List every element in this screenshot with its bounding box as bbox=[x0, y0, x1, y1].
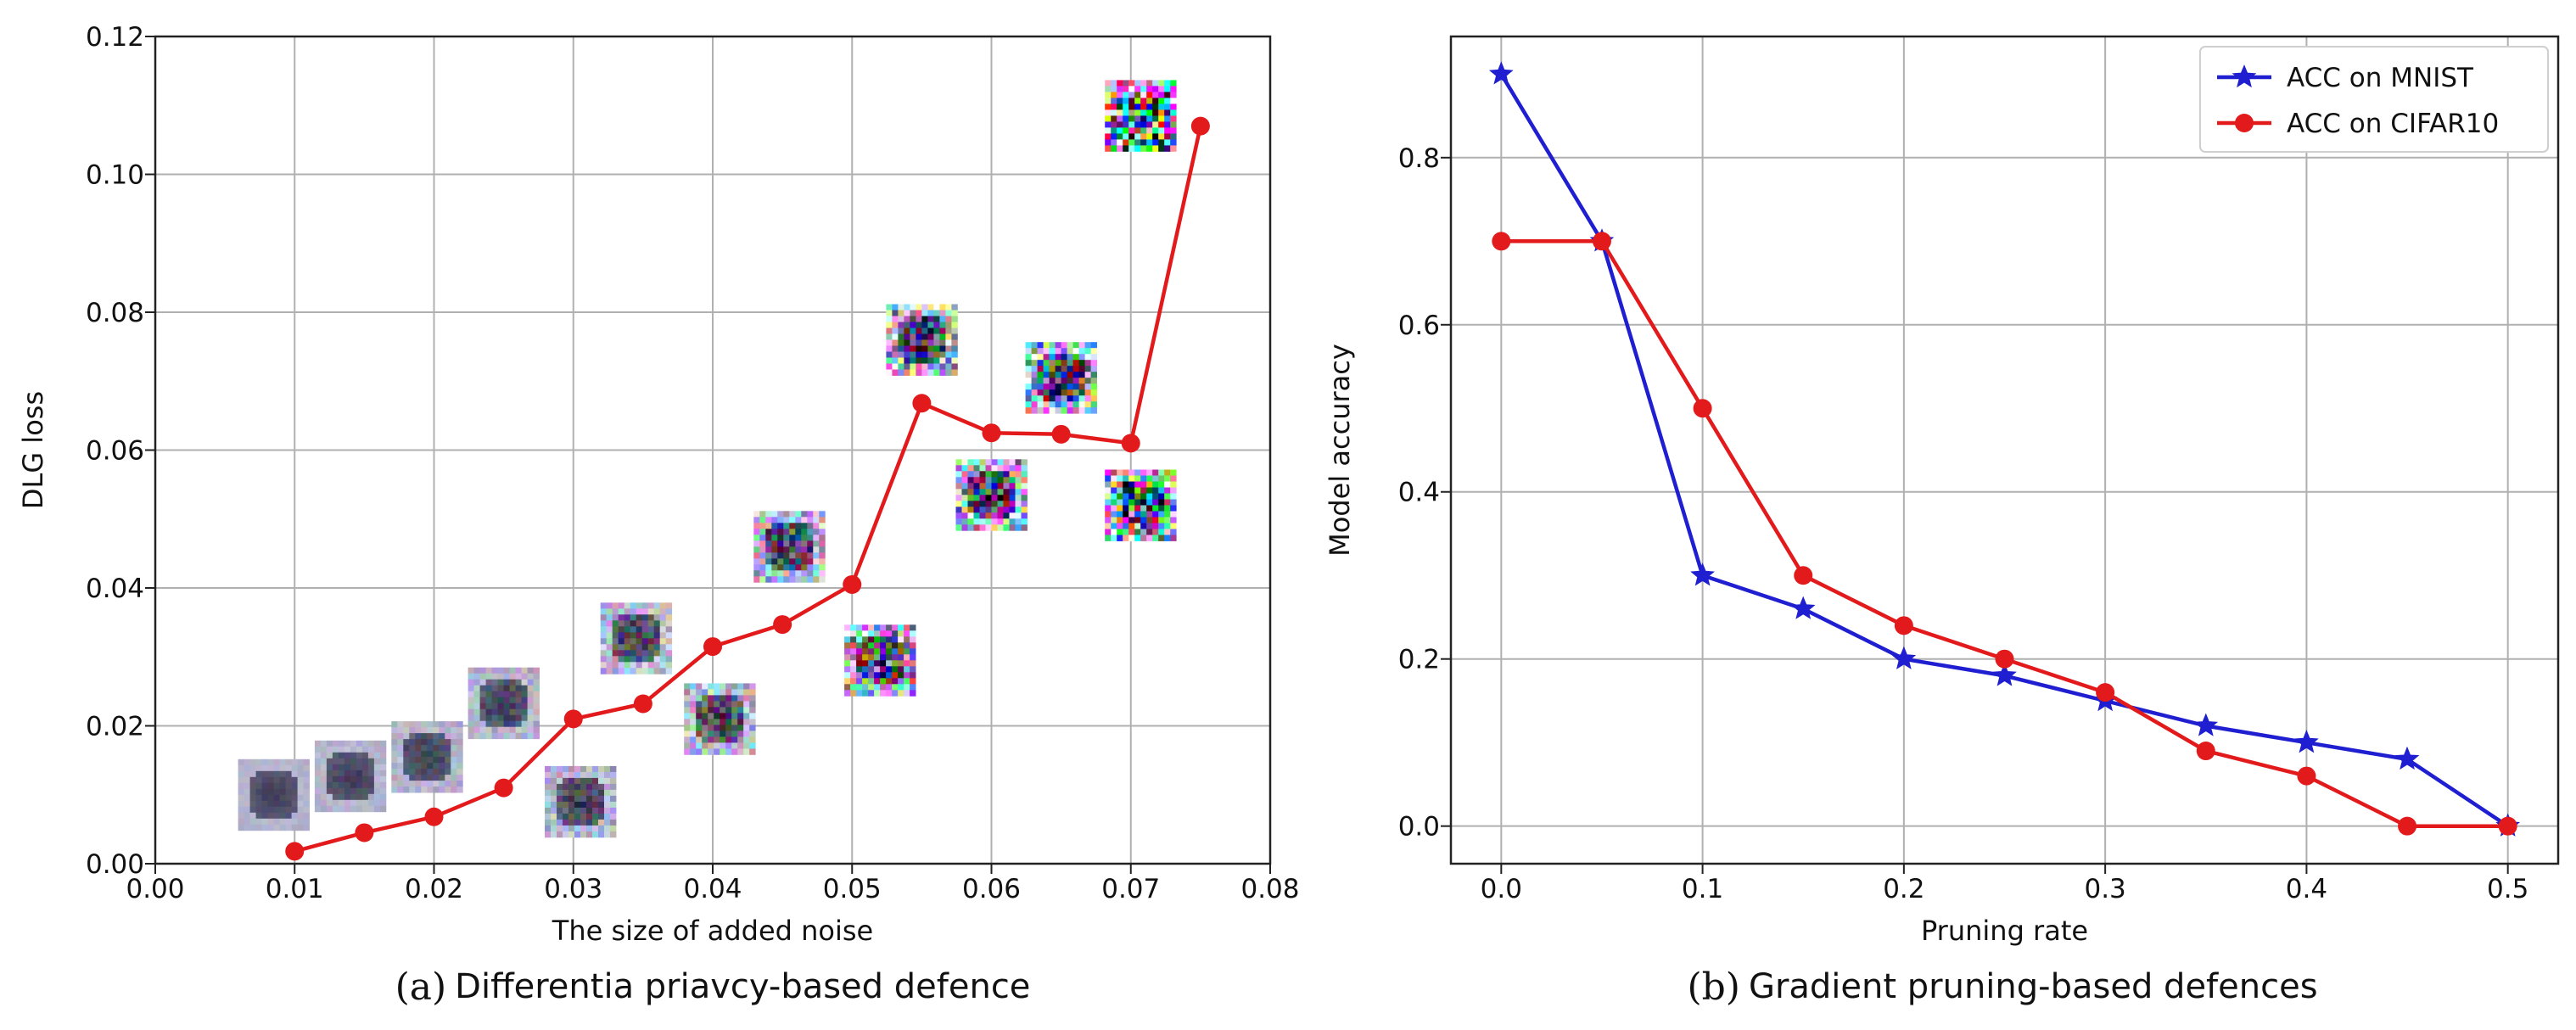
x-tick-label: 0.07 bbox=[1101, 874, 1160, 904]
chart-b-gradient-pruning: 0.0 0.1 0.2 0.3 0.4 0.5 0.0 0.2 0.4 0.6 0.8 Pruning… bbox=[1324, 35, 2560, 947]
data-point bbox=[355, 823, 374, 842]
data-point bbox=[1790, 596, 1816, 619]
chart-a-differential-privacy: 0.00 0.01 0.02 0.03 0.04 0.05 0.06 0.07 0.08 0.00… bbox=[17, 22, 1300, 947]
x-tick-label: 0.04 bbox=[683, 874, 742, 904]
data-point bbox=[2398, 816, 2417, 836]
legend-label: ACC on MNIST bbox=[2287, 63, 2474, 93]
x-tick-label: 0.5 bbox=[2487, 874, 2528, 904]
y-tick-label: 0.10 bbox=[86, 160, 144, 191]
x-tick-label: 0.02 bbox=[405, 874, 463, 904]
legend-marker bbox=[2232, 64, 2257, 88]
y-tick-label: 0.2 bbox=[1398, 645, 1440, 675]
data-point bbox=[1190, 116, 1210, 136]
caption-a-tag: (a) bbox=[395, 965, 447, 1009]
data-point bbox=[1794, 566, 1813, 585]
y-tick-label: 0.06 bbox=[86, 436, 144, 467]
x-tick-label: 0.00 bbox=[126, 874, 184, 904]
data-point bbox=[424, 807, 444, 826]
x-tick-label: 0.01 bbox=[266, 874, 324, 904]
y-tick-label: 0.0 bbox=[1398, 812, 1440, 842]
data-point bbox=[1992, 663, 2017, 686]
reconstructed-image-thumbnail bbox=[468, 667, 540, 740]
caption-b-tag: (b) bbox=[1687, 965, 1740, 1009]
legend-marker bbox=[2235, 114, 2254, 132]
data-point bbox=[494, 778, 513, 798]
legend-label: ACC on CIFAR10 bbox=[2287, 109, 2499, 139]
x-axis-label: The size of added noise bbox=[552, 915, 873, 947]
legend-box bbox=[2199, 46, 2549, 153]
x-axis-label: Pruning rate bbox=[1921, 915, 2088, 947]
x-tick-label: 0.4 bbox=[2286, 874, 2327, 904]
y-tick-label: 0.8 bbox=[1398, 143, 1440, 174]
x-tick-label: 0.3 bbox=[2084, 874, 2125, 904]
data-point bbox=[1492, 232, 1511, 251]
plot-frame bbox=[1449, 35, 2560, 865]
data-point bbox=[1592, 232, 1611, 251]
data-point bbox=[1051, 424, 1071, 444]
data-point bbox=[633, 694, 652, 714]
data-point bbox=[773, 615, 792, 635]
y-tick-label: 0.04 bbox=[86, 574, 144, 604]
data-point bbox=[982, 423, 1001, 443]
x-tick-label: 0.03 bbox=[544, 874, 602, 904]
data-point bbox=[1995, 649, 2014, 669]
series-line-acc-on-mnist bbox=[1499, 73, 2509, 828]
data-point bbox=[1121, 434, 1140, 453]
caption-b-text: Gradient pruning-based defences bbox=[1748, 967, 2318, 1006]
reconstructed-image-thumbnail bbox=[886, 304, 958, 376]
series-line-acc-on-cifar10 bbox=[1501, 239, 2508, 828]
data-point bbox=[2196, 742, 2215, 761]
data-point bbox=[1894, 616, 1913, 635]
caption-a-text: Differentia priavcy-based defence bbox=[455, 967, 1031, 1006]
reconstructed-image-thumbnail bbox=[844, 624, 916, 697]
data-point bbox=[2498, 816, 2517, 836]
reconstructed-image-thumbnail bbox=[314, 740, 387, 813]
data-point bbox=[703, 637, 722, 657]
data-point bbox=[2294, 730, 2319, 753]
data-point bbox=[1891, 646, 1917, 669]
data-point bbox=[2193, 713, 2219, 736]
reconstructed-image-thumbnail bbox=[600, 602, 673, 675]
series-line-dlg-loss bbox=[294, 126, 1203, 854]
y-axis-label: Model accuracy bbox=[1324, 344, 1356, 557]
x-tick-label: 0.06 bbox=[962, 874, 1021, 904]
data-point bbox=[285, 842, 305, 861]
y-tick-label: 0.6 bbox=[1398, 311, 1440, 341]
reconstructed-image-thumbnail bbox=[238, 759, 310, 831]
data-point bbox=[1488, 61, 1514, 85]
reconstructed-image-thumbnail bbox=[955, 459, 1028, 531]
x-tick-label: 0.08 bbox=[1240, 874, 1299, 904]
reconstructed-image-thumbnail bbox=[1105, 469, 1177, 541]
reconstructed-image-thumbnail bbox=[391, 721, 463, 793]
x-tick-label: 0.0 bbox=[1481, 874, 1522, 904]
caption-b: (b) Gradient pruning-based defences bbox=[1476, 957, 2528, 1016]
data-point bbox=[912, 394, 932, 413]
y-tick-label: 0.02 bbox=[86, 712, 144, 742]
data-point bbox=[2096, 683, 2115, 703]
data-point bbox=[1690, 563, 1715, 586]
y-tick-label: 0.08 bbox=[86, 298, 144, 328]
x-tick-label: 0.05 bbox=[823, 874, 882, 904]
data-point bbox=[563, 709, 583, 729]
data-point bbox=[2297, 766, 2316, 786]
caption-a: (a) Differentia priavcy-based defence bbox=[153, 957, 1273, 1016]
y-tick-label: 0.12 bbox=[86, 22, 144, 53]
reconstructed-image-thumbnail bbox=[1025, 342, 1097, 414]
data-point bbox=[2394, 746, 2420, 770]
x-tick-label: 0.1 bbox=[1682, 874, 1723, 904]
data-point bbox=[843, 574, 862, 594]
reconstructed-image-thumbnail bbox=[1105, 80, 1177, 152]
reconstructed-image-thumbnail bbox=[753, 511, 826, 583]
y-tick-label: 0.00 bbox=[86, 849, 144, 880]
data-point bbox=[1693, 399, 1712, 418]
reconstructed-image-thumbnail bbox=[684, 683, 756, 755]
y-tick-label: 0.4 bbox=[1398, 478, 1440, 508]
reconstructed-image-thumbnail bbox=[545, 765, 617, 838]
y-axis-label: DLG loss bbox=[17, 391, 49, 509]
x-tick-label: 0.2 bbox=[1883, 874, 1924, 904]
